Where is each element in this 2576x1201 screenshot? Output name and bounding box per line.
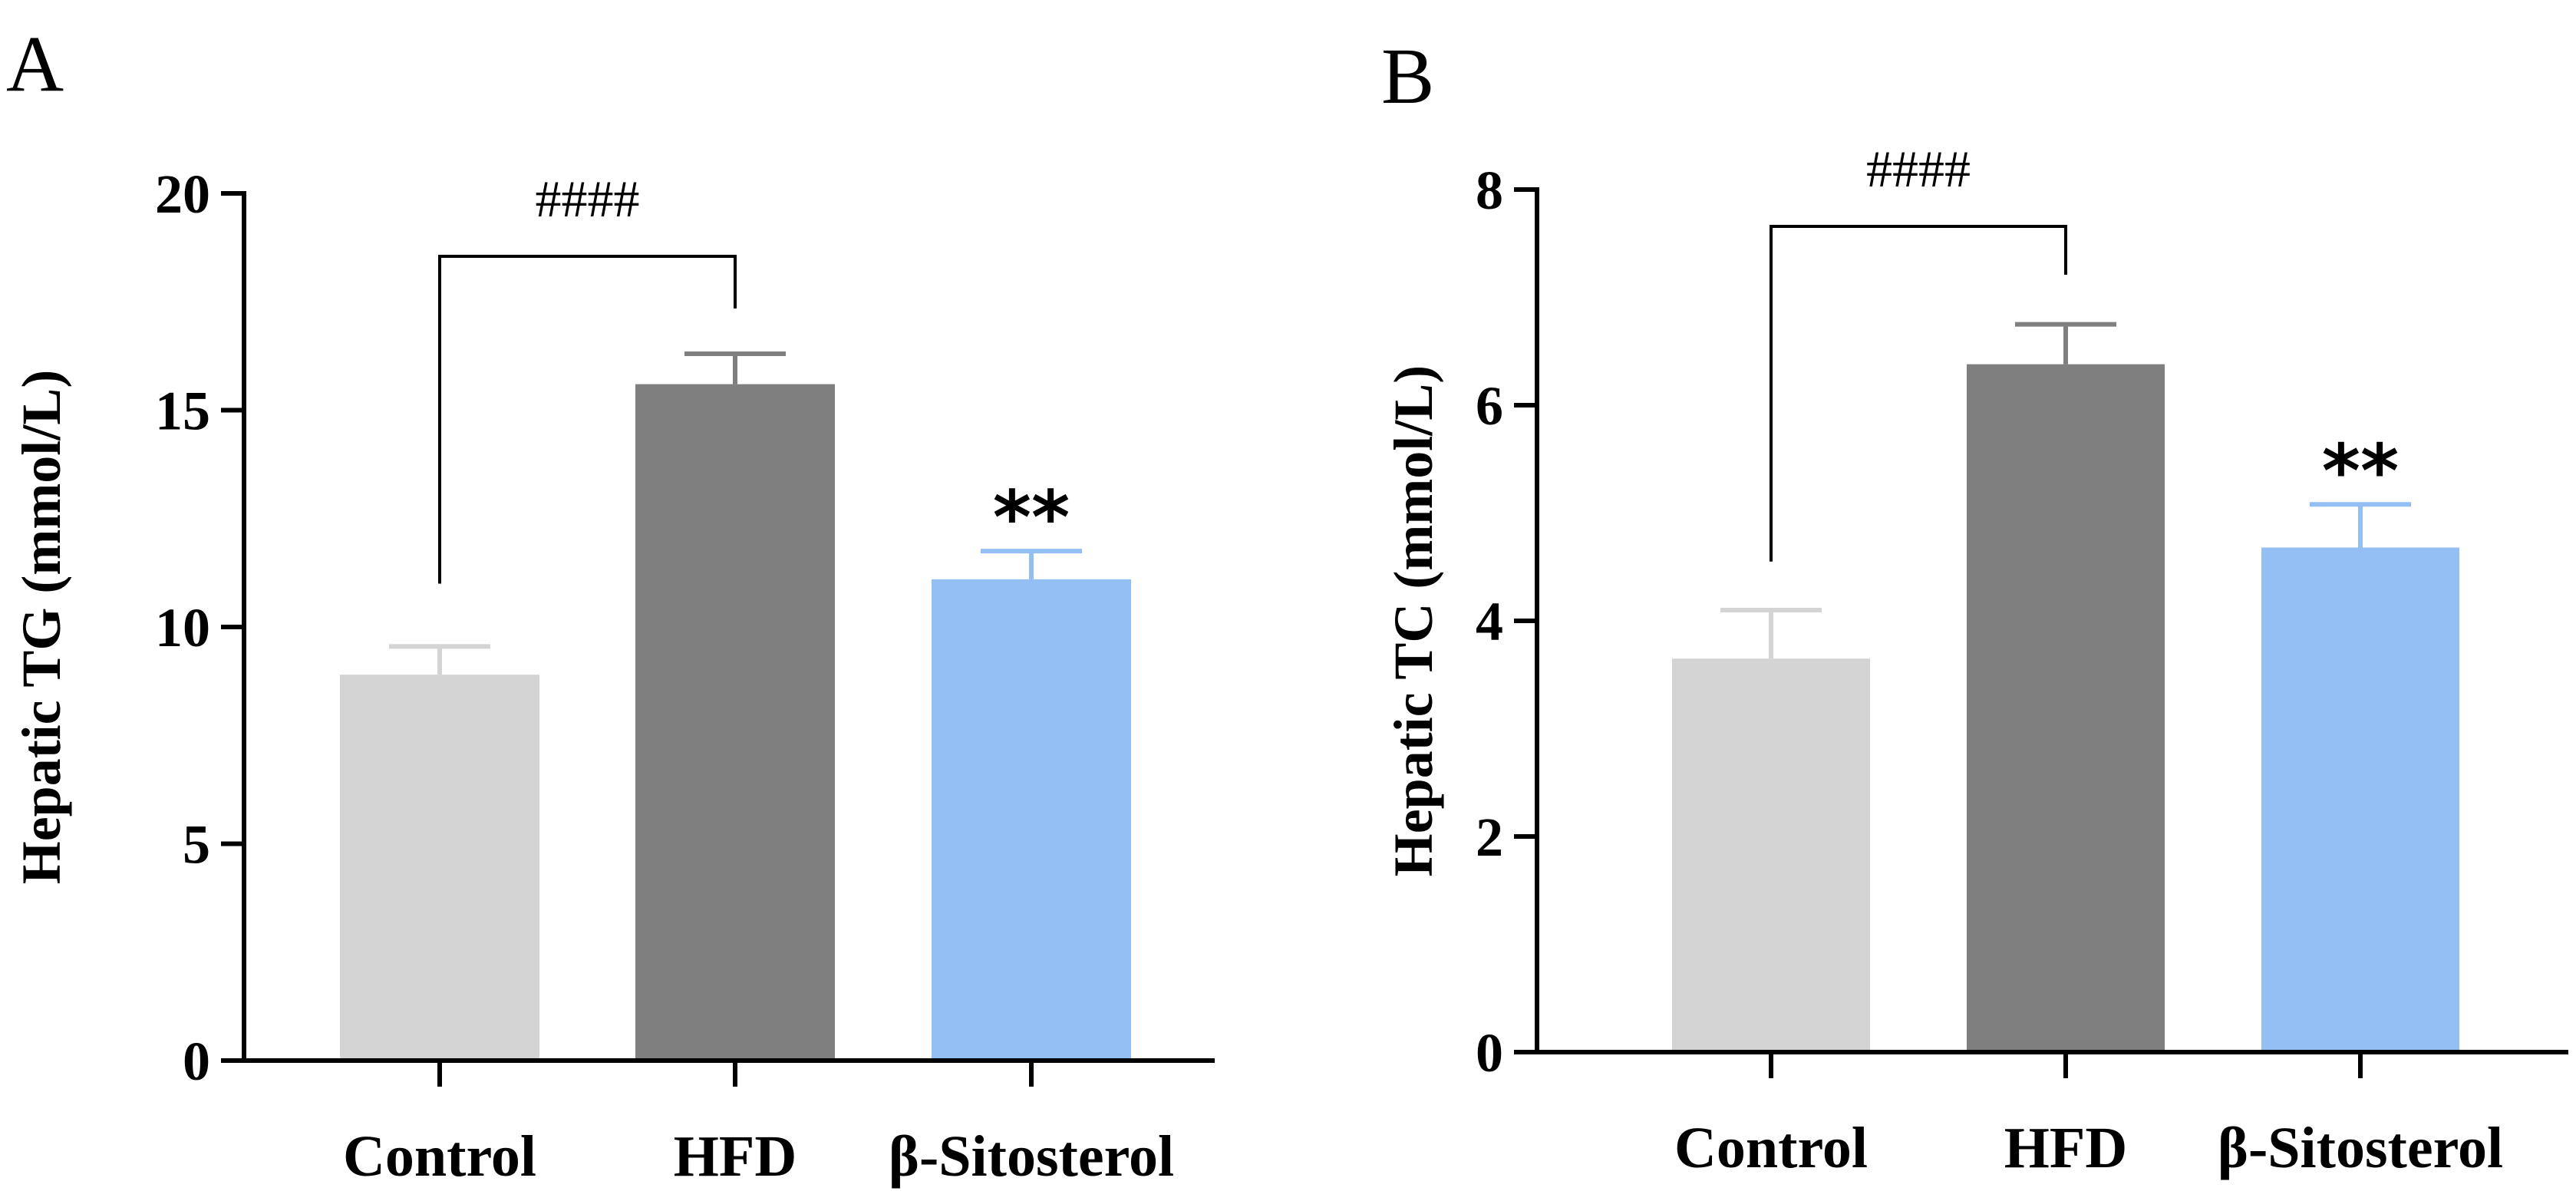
significance-hash-label: #### <box>536 170 640 228</box>
x-tick-label: Control <box>343 1124 536 1189</box>
bar-hfd <box>1967 364 2165 1052</box>
bar--sitosterol <box>932 579 1131 1061</box>
significance-star-label: ** <box>2322 428 2399 514</box>
y-tick-label: 2 <box>1476 807 1503 868</box>
panel-letter: A <box>6 20 64 108</box>
bar-hfd <box>635 384 835 1061</box>
bar--sitosterol <box>2261 547 2459 1052</box>
y-axis-title: Hepatic TC (mmol/L) <box>1383 365 1444 877</box>
y-tick-label: 0 <box>183 1031 210 1092</box>
y-tick-label: 0 <box>1476 1022 1503 1084</box>
panel-letter: B <box>1381 32 1434 120</box>
significance-bracket <box>1770 225 2067 562</box>
y-tick-label: 20 <box>155 163 210 225</box>
y-tick-label: 4 <box>1476 591 1503 652</box>
bar-control <box>1672 658 1870 1052</box>
y-tick-label: 8 <box>1476 160 1503 221</box>
y-tick-label: 15 <box>155 381 210 442</box>
x-tick-label: HFD <box>2004 1116 2127 1180</box>
x-tick-label: β-Sitosterol <box>889 1124 1174 1189</box>
bar-control <box>340 675 539 1061</box>
significance-star-label: ** <box>993 475 1070 561</box>
x-tick-label: Control <box>1674 1116 1868 1180</box>
panel-b: B 0 2 4 6 8 Control HFD β-Sitosterol Hepatic TC (… <box>1381 32 2568 1180</box>
significance-bracket <box>438 255 737 584</box>
significance-hash-label: #### <box>1866 140 1971 198</box>
y-tick-label: 6 <box>1476 375 1503 437</box>
x-tick-label: HFD <box>674 1124 797 1189</box>
panel-a: A 0 5 10 15 20 Control HFD β-Sitosterol Hepatic T… <box>6 20 1215 1189</box>
y-tick-label: 5 <box>183 814 210 876</box>
y-tick-label: 10 <box>155 597 210 658</box>
y-axis-title: Hepatic TG (mmol/L) <box>11 370 72 885</box>
x-tick-label: β-Sitosterol <box>2218 1116 2503 1180</box>
